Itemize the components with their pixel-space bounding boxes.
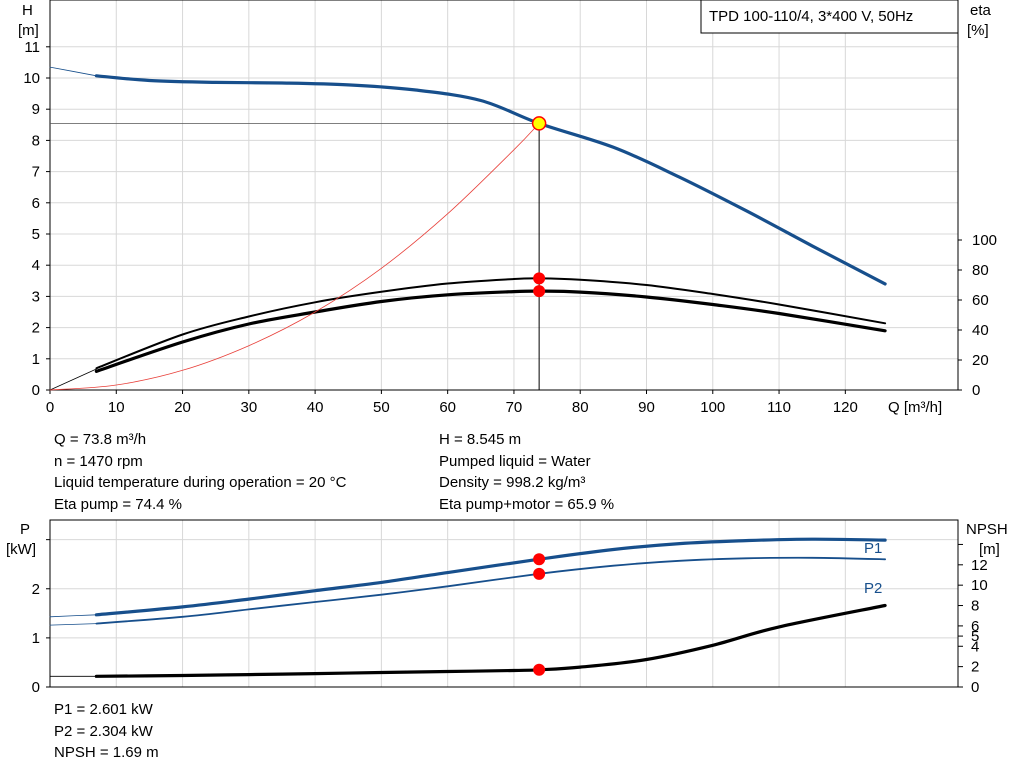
h-tick-label: 4 xyxy=(32,257,40,274)
h-axis-unit: [m] xyxy=(18,22,39,39)
q-tick-label: 0 xyxy=(46,399,54,416)
eta-pump-curve xyxy=(95,277,887,370)
system-curve xyxy=(49,123,540,391)
q-tick-label: 40 xyxy=(307,399,324,416)
h-tick-label: 5 xyxy=(32,226,40,243)
p2-curve-extension xyxy=(49,623,97,626)
pump-label-box xyxy=(700,0,959,34)
p-tick-label: 2 xyxy=(32,581,40,598)
duty-marker-p2 xyxy=(533,567,546,580)
npsh-curve xyxy=(94,603,887,678)
eta-tick-label: 40 xyxy=(972,322,989,339)
result-head: H = 8.545 m xyxy=(439,431,522,448)
result-p1: P1 = 2.601 kW xyxy=(54,701,153,718)
qh-plot-frame xyxy=(49,0,959,391)
npsh-tick-label: 12 xyxy=(971,557,988,574)
h-tick-label: 6 xyxy=(32,195,40,212)
p2-curve xyxy=(95,556,886,625)
h-tick-label: 10 xyxy=(23,70,40,87)
h-tick-label: 2 xyxy=(32,320,40,337)
eta-curve-extension xyxy=(49,368,97,391)
npsh-tick-label: 2 xyxy=(971,659,979,676)
q-axis-title: Q [m³/h] xyxy=(888,399,942,416)
result-density: Density = 998.2 kg/m³ xyxy=(439,474,586,491)
eta-axis-unit: [%] xyxy=(967,22,989,39)
duty-point-marker xyxy=(531,116,547,131)
power-grid xyxy=(50,520,958,687)
head-curve-extension xyxy=(49,66,97,77)
result-pumped-liquid: Pumped liquid = Water xyxy=(439,452,591,470)
eta-tick-label: 20 xyxy=(972,352,989,369)
npsh-tick-label: 6 xyxy=(971,618,979,635)
p1-curve-extension xyxy=(49,614,97,618)
result-npsh: NPSH = 1.69 m xyxy=(54,744,159,761)
q-tick-label: 80 xyxy=(572,399,589,416)
q-tick-label: 110 xyxy=(767,399,791,416)
q-tick-label: 50 xyxy=(373,399,390,416)
q-tick-label: 60 xyxy=(439,399,456,416)
power-curves xyxy=(49,537,887,678)
result-liquid-temperature: Liquid temperature during operation = 20… xyxy=(54,474,347,491)
q-tick-label: 20 xyxy=(174,399,191,416)
duty-marker-npsh xyxy=(533,663,546,676)
npsh-axis-title: NPSH xyxy=(966,521,1008,538)
duty-marker-eta-pump xyxy=(533,272,546,285)
eta-tick-label: 0 xyxy=(972,382,980,399)
h-axis-title: H xyxy=(22,2,33,19)
q-tick-label: 120 xyxy=(833,399,858,416)
duty-marker-p1 xyxy=(533,553,546,566)
result-speed: n = 1470 rpm xyxy=(54,452,143,470)
h-tick-label: 1 xyxy=(32,351,40,368)
p1-curve xyxy=(94,537,887,617)
power-plot-frame xyxy=(49,519,959,688)
npsh-tick-label: 10 xyxy=(971,577,988,594)
pump-label: TPD 100-110/4, 3*400 V, 50Hz xyxy=(709,8,913,25)
h-tick-label: 8 xyxy=(32,132,40,149)
p-axis-unit: [kW] xyxy=(6,541,36,558)
q-tick-label: 100 xyxy=(700,399,725,416)
p-tick-label: 0 xyxy=(32,679,40,696)
p-tick-label: 1 xyxy=(32,630,40,647)
h-tick-label: 0 xyxy=(32,382,40,399)
result-p2: P2 = 2.304 kW xyxy=(54,722,153,740)
qh-curves xyxy=(49,66,887,391)
results-left: Q = 73.8 m³/h n = 1470 rpm Liquid temper… xyxy=(54,429,346,515)
qh-grid xyxy=(50,0,958,390)
h-tick-label: 7 xyxy=(32,164,40,181)
npsh-tick-label: 4 xyxy=(971,638,979,655)
q-tick-label: 90 xyxy=(638,399,655,416)
result-flow: Q = 73.8 m³/h xyxy=(54,431,147,448)
h-tick-label: 3 xyxy=(32,288,40,305)
head-curve xyxy=(94,74,887,286)
p-axis-title: P xyxy=(20,521,30,538)
npsh-tick-label: 0 xyxy=(971,679,979,696)
npsh-axis-unit: [m] xyxy=(979,541,1000,558)
results-bottom: P1 = 2.601 kW P2 = 2.304 kW NPSH = 1.69 … xyxy=(54,699,159,764)
h-tick-label: 11 xyxy=(24,39,40,56)
qh-ticks: 0 10 20 30 40 50 60 70 80 90 100 110 120012345678910… xyxy=(23,39,997,416)
q-tick-label: 30 xyxy=(240,399,257,416)
eta-tick-label: 60 xyxy=(972,292,989,309)
npsh-tick-label: 5 xyxy=(971,628,979,645)
npsh-tick-label: 8 xyxy=(971,598,979,615)
eta-tick-label: 80 xyxy=(972,262,989,279)
eta-pump-motor-curve xyxy=(94,289,887,373)
p1-series-label: P1 xyxy=(864,540,882,557)
result-eta-pump: Eta pump = 74.4 % xyxy=(54,495,182,513)
result-eta-pump-motor: Eta pump+motor = 65.9 % xyxy=(439,495,615,513)
eta-tick-label: 100 xyxy=(972,232,997,249)
q-tick-label: 10 xyxy=(108,399,125,416)
eta-axis-title: eta xyxy=(970,2,992,19)
duty-marker-eta-total xyxy=(533,285,546,298)
h-tick-label: 9 xyxy=(32,101,40,118)
p2-series-label: P2 xyxy=(864,580,882,597)
results-right: H = 8.545 m Pumped liquid = Water Densit… xyxy=(439,429,614,515)
q-tick-label: 70 xyxy=(506,399,523,416)
